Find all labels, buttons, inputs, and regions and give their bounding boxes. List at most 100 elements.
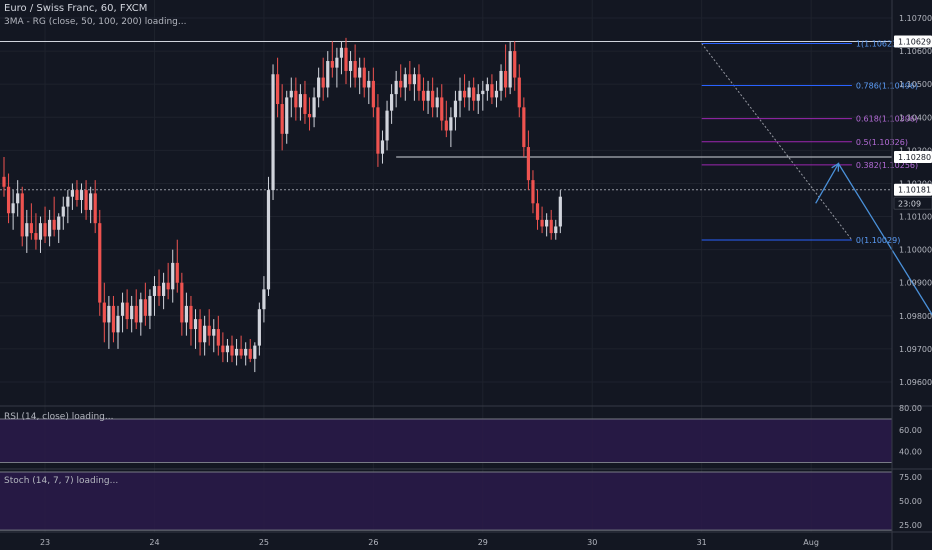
candle-body — [435, 97, 439, 108]
candle-body — [367, 80, 371, 88]
price-axis[interactable]: 80.00 60.00 40.00 75.00 50.00 25.00 1.10700 1.1… — [893, 14, 932, 530]
candle-body — [458, 90, 462, 101]
stoch-band — [0, 471, 892, 531]
candle-body — [107, 305, 111, 323]
candle-body — [48, 219, 52, 237]
candle-body — [57, 216, 61, 230]
candle-body — [221, 345, 225, 353]
fib-level-label: 0.786(1.10496) — [856, 82, 918, 91]
candle-body — [93, 193, 97, 224]
candle-body — [262, 289, 266, 310]
candle-body — [193, 319, 198, 330]
arrowhead-up-icon[interactable] — [831, 162, 840, 172]
price-label: 1.10181 — [898, 186, 931, 195]
candle-body — [380, 140, 385, 154]
candle-body — [157, 286, 161, 296]
candle-body — [120, 302, 125, 316]
price-tick-label: 1.09900 — [899, 279, 932, 288]
time-axis[interactable]: 23 24 25 26 29 30 31 Aug — [40, 538, 819, 547]
candle-body — [335, 57, 339, 68]
candle-body — [531, 180, 535, 204]
stoch-pane[interactable] — [0, 471, 892, 531]
price-label-box — [894, 150, 932, 163]
candle-body — [79, 190, 84, 200]
candle-body — [89, 193, 93, 210]
price-tick-label: 1.09700 — [899, 345, 932, 354]
time-tick-label: 30 — [587, 538, 597, 547]
candle-body — [134, 305, 138, 323]
candle-body — [403, 74, 407, 88]
candle-body — [481, 90, 485, 95]
candle-body — [298, 94, 302, 108]
projection-arrow[interactable] — [815, 162, 932, 363]
candle-body — [526, 147, 530, 181]
candle-body — [426, 90, 430, 101]
time-tick-label: 26 — [368, 538, 378, 547]
indicator-stoch-legend[interactable]: Stoch (14, 7, 7) loading... — [4, 476, 119, 486]
time-tick-label: Aug — [803, 538, 819, 547]
indicator-rsi-legend[interactable]: RSI (14, close) loading... — [4, 412, 114, 422]
candle-body — [517, 77, 521, 108]
candle-body — [34, 233, 38, 240]
candle-body — [162, 282, 166, 296]
candle-body — [362, 67, 366, 88]
indicator-3ma-legend[interactable]: 3MA - RG (close, 50, 100, 200) loading..… — [4, 17, 187, 27]
candle-body — [499, 70, 503, 91]
candle-body — [171, 262, 175, 290]
fibonacci-retracement[interactable]: 1(1.10623) 0.786(1.10496) 0.618(1.10396) 0.… — [701, 39, 918, 245]
fib-trend-line[interactable] — [701, 43, 853, 241]
candle-body — [353, 61, 357, 78]
candle-body — [280, 104, 284, 134]
candle-body — [376, 107, 380, 154]
candle-body — [476, 94, 480, 101]
candle-body — [111, 305, 116, 333]
candle-body — [25, 223, 29, 237]
candle-body — [326, 61, 330, 88]
candle-body — [189, 305, 193, 330]
candle-body — [504, 70, 508, 88]
time-tick-label: 23 — [40, 538, 50, 547]
candle-body — [244, 348, 248, 356]
time-tick-label: 24 — [149, 538, 159, 547]
fib-level-label: 0.618(1.10396) — [856, 115, 918, 124]
candle-body — [421, 90, 426, 101]
candle-body — [29, 223, 33, 234]
candle-body — [216, 329, 220, 346]
horizontal-levels[interactable] — [0, 40, 892, 191]
price-tick-label: 1.10100 — [899, 213, 932, 222]
candle-body — [453, 100, 458, 118]
price-label-box — [894, 183, 932, 196]
fib-level-label: 0(1.10029) — [856, 236, 900, 245]
price-tick-label: 1.10600 — [899, 47, 932, 56]
candle-body — [180, 282, 184, 323]
candle-body — [522, 107, 526, 148]
candle-body — [225, 345, 230, 353]
candle-body — [289, 90, 293, 98]
rsi-pane[interactable] — [0, 418, 892, 464]
price-label: 1.10629 — [898, 37, 931, 46]
candle-body — [339, 47, 344, 58]
candle-body — [554, 226, 558, 234]
candle-body — [143, 299, 147, 316]
price-label-box — [893, 196, 932, 210]
candle-body — [125, 302, 129, 320]
candle-body — [52, 219, 56, 230]
candle-body — [11, 203, 15, 214]
candle-body — [248, 348, 252, 359]
candle-body — [20, 193, 24, 237]
candle-body — [212, 329, 216, 336]
price-tick-label: 1.10700 — [899, 14, 932, 23]
candle-body — [472, 87, 476, 101]
price-label: 23:09 — [898, 199, 921, 208]
candle-body — [294, 90, 298, 108]
candle-body — [321, 77, 325, 88]
candle-body — [102, 302, 106, 323]
candle-body — [266, 190, 271, 290]
candle-body — [257, 309, 261, 346]
candle-body — [431, 90, 435, 108]
rsi-tick-label: 40.00 — [899, 448, 922, 457]
price-tick-label: 1.10500 — [899, 80, 932, 89]
candle-body — [330, 61, 334, 68]
